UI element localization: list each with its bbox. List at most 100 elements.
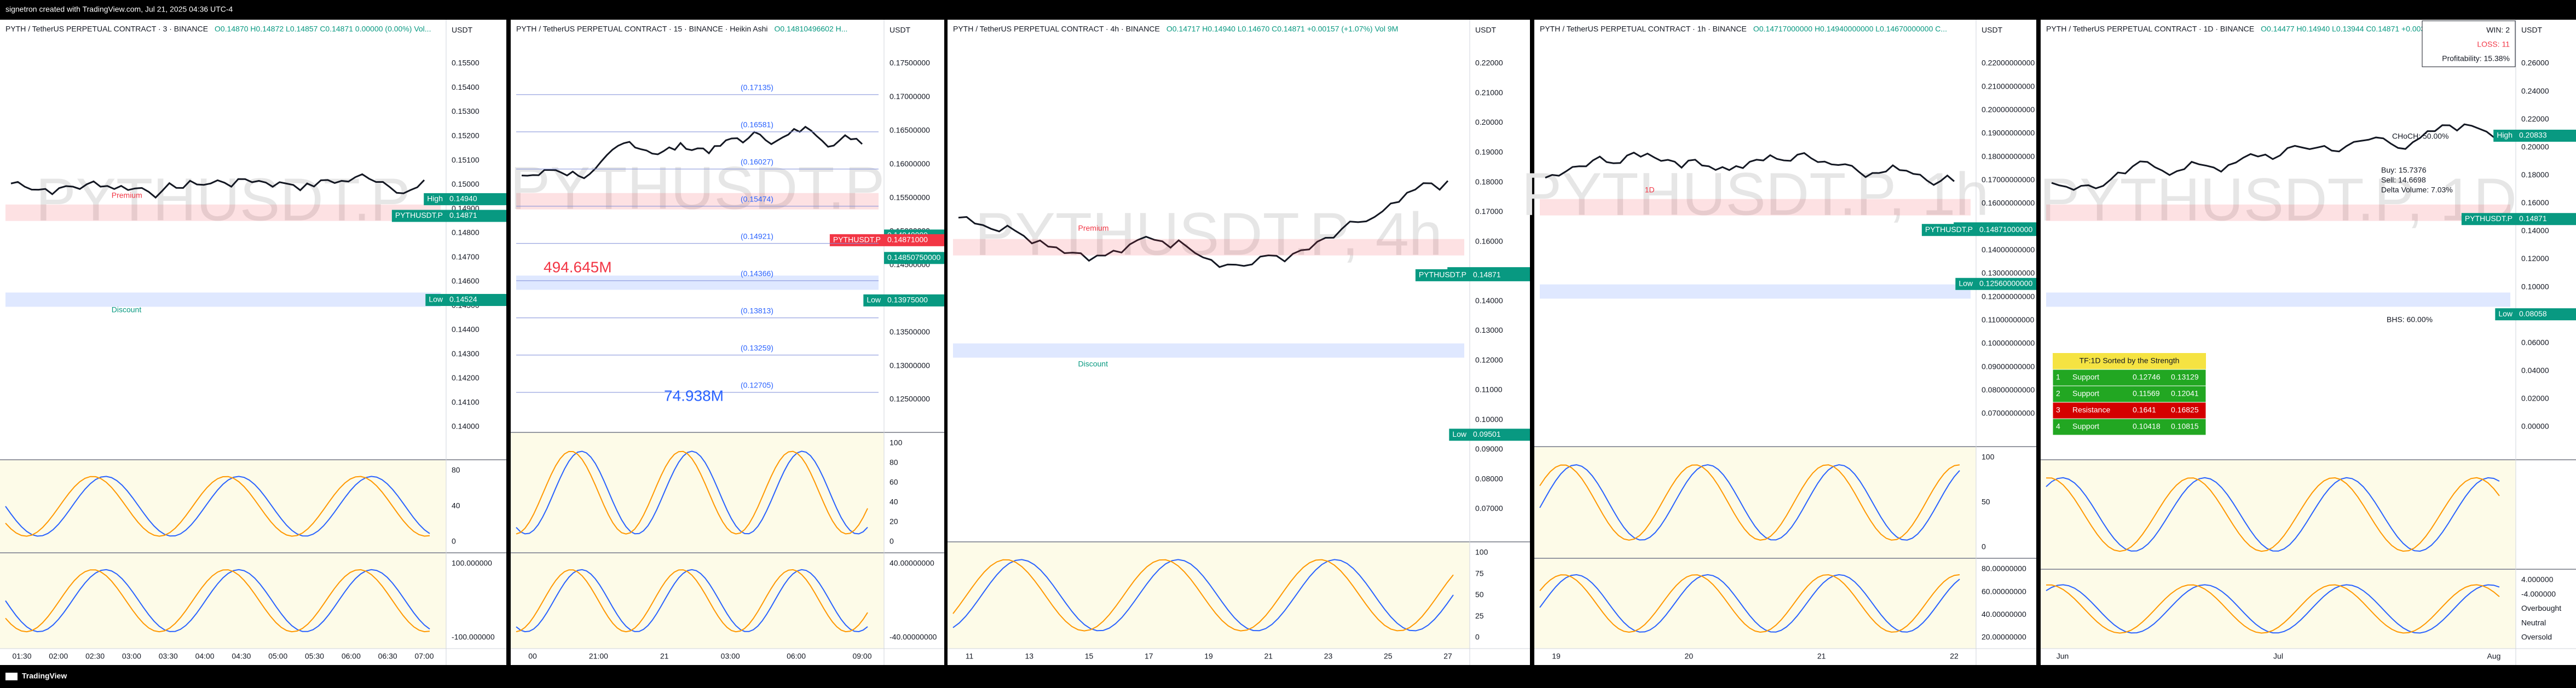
annotation: Discount: [112, 305, 142, 314]
pane-axis-label: 100: [1475, 548, 1488, 557]
price-line: [521, 125, 863, 180]
time-label: 05:00: [268, 652, 287, 661]
oscillator-line: [5, 476, 430, 537]
price-label: 0.21000000000: [1982, 82, 2035, 90]
price-label: 0.17000: [1475, 207, 1503, 216]
annotation: 1D: [1645, 186, 1655, 194]
chart-panel: PYTHUSDT.P USDT 0.15500 0.15400 0.15300 0.152…: [0, 20, 506, 665]
price-label: 0.11000000000: [1982, 315, 2034, 324]
price-label: 0.14600: [452, 276, 480, 285]
price-label: 0.17000000: [890, 92, 930, 101]
price-tag-name: High: [427, 194, 443, 203]
annotation: Premium: [1078, 223, 1109, 232]
price-tag: [1976, 224, 2036, 236]
price-label: 0.15100: [452, 155, 480, 164]
pane-axis-label: 80: [452, 466, 460, 475]
annotation: Premium: [112, 190, 142, 199]
price-label: 0.12000: [2521, 254, 2549, 263]
pane-axis-label: 60: [890, 478, 898, 487]
time-label: 20: [1685, 652, 1694, 661]
time-label: 17: [1145, 652, 1153, 661]
price-tag-value: 0.14871: [1473, 270, 1501, 279]
annotation: Discount: [1078, 359, 1108, 368]
watermark: PYTHUSDT.P, 1D: [2040, 166, 2517, 234]
price-label: 0.14000: [1475, 296, 1503, 305]
chart-title: PYTH / TetherUS PERPETUAL CONTRACT · 1D …: [2046, 25, 2254, 33]
time-label: Aug: [2487, 652, 2501, 661]
price-tag-name-bg: [1449, 429, 1470, 441]
currency-label: USDT: [890, 26, 911, 34]
price-tag: [446, 193, 506, 205]
oscillator-line: [516, 569, 868, 633]
price-tag-value: 0.08058: [2519, 309, 2547, 318]
time-label: 15: [1085, 652, 1094, 661]
price-label: 0.14400: [452, 325, 480, 334]
price-label: 0.14100: [452, 397, 480, 406]
price-label: 0.14000: [452, 422, 480, 431]
price-tag-name-bg: [425, 294, 446, 307]
price-tag: [2516, 129, 2576, 142]
price-label: 0.15500: [452, 59, 480, 67]
oscillator-line: [5, 476, 430, 537]
oscillator-line: [1539, 574, 1960, 633]
price-tag-value: 0.14940: [449, 194, 477, 203]
pane-axis-label: 0: [1982, 542, 1986, 551]
price-label: 0.12500000: [890, 395, 930, 403]
ohlc-legend: O0.14477 H0.14940 L0.13944 C0.14871 +0.0…: [2261, 25, 2434, 33]
time-label: 21: [660, 652, 669, 661]
results-text: WIN: 2: [2486, 26, 2510, 34]
annotation: 74.938M: [664, 387, 724, 404]
pane-bg: [0, 460, 446, 553]
price-label: 0.13000000: [890, 361, 930, 369]
price-label: 0.20000: [1475, 118, 1503, 126]
price-label: 0.15300: [452, 107, 480, 115]
annotation: (0.13813): [741, 306, 773, 315]
pane-bg: [511, 553, 884, 649]
price-label: 0.16500000: [890, 126, 930, 135]
currency-label: USDT: [1475, 26, 1497, 34]
price-tag: [884, 234, 944, 246]
price-tag-name: Low: [1959, 279, 1973, 287]
price-tag-name: Low: [1452, 430, 1467, 438]
logo-icon: [5, 673, 18, 680]
price-label: 0.20000000000: [1982, 105, 2035, 114]
pane-axis-label: 20: [890, 517, 898, 526]
chart-title: PYTH / TetherUS PERPETUAL CONTRACT · 1h …: [1540, 25, 1747, 33]
price-label: 0.16000: [2521, 198, 2549, 207]
results-text: Profitability: 15.38%: [2442, 54, 2510, 63]
watermark: PYTHUSDT.P, 1h: [1522, 161, 1989, 228]
annotation: (0.17135): [741, 83, 773, 92]
zone: [2046, 292, 2510, 307]
pane-axis-label: 40.00000000: [1982, 610, 2026, 618]
time-label: 02:30: [85, 652, 105, 661]
price-tag-name: PYTHUSDT.P: [833, 235, 881, 244]
price-tag-name-bg: [424, 193, 446, 205]
price-tag: [446, 210, 506, 222]
time-label: 21: [1817, 652, 1826, 661]
price-label: 0.00000: [2521, 422, 2549, 431]
pane-axis-label: 100: [890, 438, 903, 447]
time-label: 06:00: [787, 652, 806, 661]
price-label: 0.14700: [452, 252, 480, 261]
chart-panel: PYTHUSDT.P, 1D USDT 0.26000 0.24000 0.22000 0…: [2040, 20, 2576, 665]
price-label: 0.09000: [1475, 444, 1503, 453]
price-line: [1545, 152, 1955, 186]
pane-bg: [2041, 460, 2516, 569]
ohlc-legend: O0.14810496602 H...: [775, 25, 848, 33]
price-tag-value: 0.14871000: [887, 235, 928, 244]
oscillator-line: [516, 450, 868, 535]
price-tag-name-bg: [1415, 269, 1470, 281]
price-label: 0.07000: [1475, 504, 1503, 513]
pane-axis-label: 50: [1982, 498, 1990, 506]
table-cell: 1: [2056, 373, 2060, 381]
price-tag: [2516, 213, 2576, 226]
pane-axis-label: 80: [890, 458, 898, 467]
price-label: 0.06000: [2521, 338, 2549, 346]
price-tag-name: High: [2497, 131, 2513, 140]
ohlc-legend: O0.14717000000 H0.14940000000 L0.1467000…: [1753, 25, 1947, 33]
price-label: 0.09000000000: [1982, 362, 2035, 371]
price-tag-name-bg: [1955, 277, 1976, 290]
price-label: 0.13500000: [890, 327, 930, 336]
table-cell: 0.10418: [2133, 422, 2161, 431]
annotation: (0.16027): [741, 158, 773, 166]
